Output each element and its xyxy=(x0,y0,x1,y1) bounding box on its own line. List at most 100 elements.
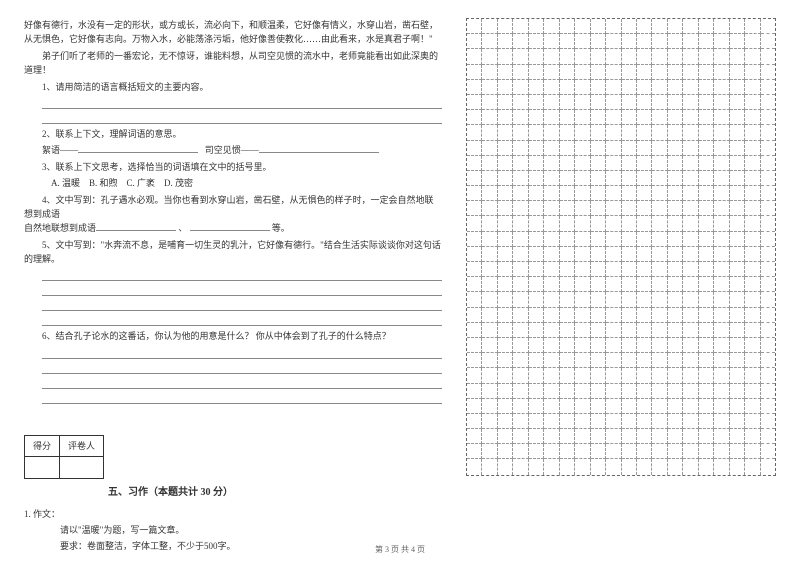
grid-cell[interactable] xyxy=(699,186,714,201)
grid-cell[interactable] xyxy=(714,49,729,64)
grid-cell[interactable] xyxy=(591,459,606,474)
grid-cell[interactable] xyxy=(637,323,652,338)
grid-cell[interactable] xyxy=(730,429,745,444)
grid-cell[interactable] xyxy=(467,65,482,80)
grid-cell[interactable] xyxy=(745,323,760,338)
grid-cell[interactable] xyxy=(730,262,745,277)
answer-blank[interactable] xyxy=(42,97,442,109)
grid-cell[interactable] xyxy=(529,399,544,414)
grid-cell[interactable] xyxy=(622,156,637,171)
grid-cell[interactable] xyxy=(683,444,698,459)
grid-cell[interactable] xyxy=(714,323,729,338)
grid-cell[interactable] xyxy=(714,95,729,110)
grid-cell[interactable] xyxy=(498,262,513,277)
grid-cell[interactable] xyxy=(544,353,559,368)
grid-cell[interactable] xyxy=(730,247,745,262)
grid-cell[interactable] xyxy=(652,19,667,34)
grid-cell[interactable] xyxy=(591,262,606,277)
grid-cell[interactable] xyxy=(529,156,544,171)
grid-cell[interactable] xyxy=(622,216,637,231)
grid-cell[interactable] xyxy=(498,414,513,429)
grid-cell[interactable] xyxy=(761,201,775,216)
grid-cell[interactable] xyxy=(714,171,729,186)
grid-cell[interactable] xyxy=(683,49,698,64)
grid-cell[interactable] xyxy=(513,247,528,262)
grid-cell[interactable] xyxy=(544,338,559,353)
grid-cell[interactable] xyxy=(467,49,482,64)
grid-cell[interactable] xyxy=(683,338,698,353)
grid-cell[interactable] xyxy=(745,216,760,231)
grid-cell[interactable] xyxy=(544,156,559,171)
grid-cell[interactable] xyxy=(482,49,497,64)
grid-cell[interactable] xyxy=(637,353,652,368)
grid-cell[interactable] xyxy=(513,399,528,414)
grid-cell[interactable] xyxy=(745,292,760,307)
grid-cell[interactable] xyxy=(498,323,513,338)
grid-cell[interactable] xyxy=(482,414,497,429)
grid-cell[interactable] xyxy=(606,262,621,277)
grid-cell[interactable] xyxy=(683,262,698,277)
grid-cell[interactable] xyxy=(668,399,683,414)
grid-cell[interactable] xyxy=(745,429,760,444)
grid-cell[interactable] xyxy=(606,49,621,64)
grid-cell[interactable] xyxy=(761,338,775,353)
grid-cell[interactable] xyxy=(699,384,714,399)
grid-cell[interactable] xyxy=(730,141,745,156)
grid-cell[interactable] xyxy=(699,34,714,49)
grid-cell[interactable] xyxy=(745,110,760,125)
grid-cell[interactable] xyxy=(714,338,729,353)
grid-cell[interactable] xyxy=(699,65,714,80)
grid-cell[interactable] xyxy=(606,429,621,444)
grid-cell[interactable] xyxy=(745,19,760,34)
grid-cell[interactable] xyxy=(668,156,683,171)
grid-cell[interactable] xyxy=(714,444,729,459)
grid-cell[interactable] xyxy=(544,323,559,338)
grid-cell[interactable] xyxy=(683,399,698,414)
grid-cell[interactable] xyxy=(560,125,575,140)
grid-cell[interactable] xyxy=(467,216,482,231)
grid-cell[interactable] xyxy=(730,338,745,353)
grid-cell[interactable] xyxy=(668,232,683,247)
grid-cell[interactable] xyxy=(544,262,559,277)
grid-cell[interactable] xyxy=(668,125,683,140)
opt-b[interactable]: B. 和煦 xyxy=(89,178,118,188)
grid-cell[interactable] xyxy=(529,49,544,64)
writing-grid[interactable] xyxy=(466,18,776,476)
grid-cell[interactable] xyxy=(513,125,528,140)
grid-cell[interactable] xyxy=(560,429,575,444)
grid-cell[interactable] xyxy=(683,125,698,140)
grid-cell[interactable] xyxy=(637,141,652,156)
grid-cell[interactable] xyxy=(498,49,513,64)
grid-cell[interactable] xyxy=(575,459,590,474)
grid-cell[interactable] xyxy=(637,110,652,125)
grid-cell[interactable] xyxy=(606,171,621,186)
grid-cell[interactable] xyxy=(714,368,729,383)
grid-cell[interactable] xyxy=(683,368,698,383)
grid-cell[interactable] xyxy=(730,186,745,201)
grid-cell[interactable] xyxy=(637,277,652,292)
grid-cell[interactable] xyxy=(668,216,683,231)
grid-cell[interactable] xyxy=(745,201,760,216)
grid-cell[interactable] xyxy=(513,232,528,247)
grid-cell[interactable] xyxy=(668,141,683,156)
grid-cell[interactable] xyxy=(482,156,497,171)
grid-cell[interactable] xyxy=(467,125,482,140)
grid-cell[interactable] xyxy=(622,125,637,140)
grid-cell[interactable] xyxy=(591,399,606,414)
answer-blank[interactable] xyxy=(42,314,442,326)
grid-cell[interactable] xyxy=(699,247,714,262)
grid-cell[interactable] xyxy=(513,384,528,399)
grid-cell[interactable] xyxy=(714,125,729,140)
grid-cell[interactable] xyxy=(683,216,698,231)
grid-cell[interactable] xyxy=(575,444,590,459)
grid-cell[interactable] xyxy=(622,262,637,277)
grid-cell[interactable] xyxy=(714,186,729,201)
grid-cell[interactable] xyxy=(560,65,575,80)
grid-cell[interactable] xyxy=(482,125,497,140)
grid-cell[interactable] xyxy=(745,95,760,110)
grid-cell[interactable] xyxy=(652,216,667,231)
grid-cell[interactable] xyxy=(529,368,544,383)
grid-cell[interactable] xyxy=(668,292,683,307)
grid-cell[interactable] xyxy=(622,292,637,307)
grid-cell[interactable] xyxy=(575,368,590,383)
